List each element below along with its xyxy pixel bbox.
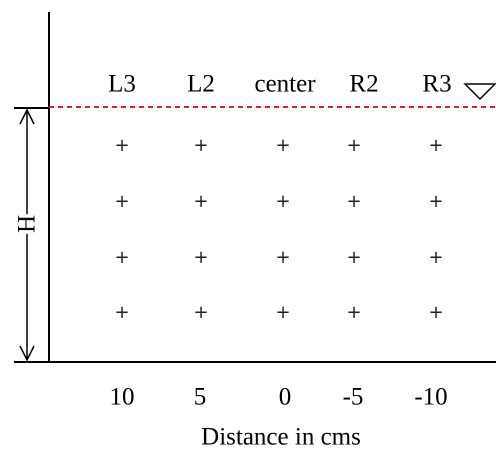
measurement-point: + bbox=[346, 191, 362, 212]
distance-tick-0: 0 bbox=[278, 383, 292, 411]
measurement-point: + bbox=[114, 247, 130, 268]
column-label-r3: R3 bbox=[422, 70, 452, 98]
dimension-arrow-top bbox=[19, 108, 35, 125]
measurement-point: + bbox=[114, 302, 130, 323]
measurement-point: + bbox=[428, 302, 444, 323]
measurement-point: + bbox=[193, 247, 209, 268]
distance-tick-neg10: -10 bbox=[414, 383, 448, 411]
measurement-point: + bbox=[193, 135, 209, 156]
column-label-r2: R2 bbox=[349, 70, 379, 98]
measurement-point: + bbox=[275, 191, 291, 212]
inverted-triangle-icon bbox=[463, 83, 496, 101]
column-label-center: center bbox=[254, 70, 316, 98]
measurement-point: + bbox=[193, 302, 209, 323]
measurement-point: + bbox=[428, 247, 444, 268]
measurement-point: + bbox=[346, 302, 362, 323]
measurement-point: + bbox=[428, 191, 444, 212]
distance-tick-neg5: -5 bbox=[342, 383, 364, 411]
measurement-point: + bbox=[275, 135, 291, 156]
measurement-point: + bbox=[193, 191, 209, 212]
measurement-point: + bbox=[346, 135, 362, 156]
height-label: H bbox=[12, 213, 42, 235]
column-label-l3: L3 bbox=[108, 70, 136, 98]
measurement-point: + bbox=[114, 135, 130, 156]
measurement-point: + bbox=[275, 247, 291, 268]
measurement-point: + bbox=[346, 247, 362, 268]
distance-tick-10: 10 bbox=[109, 383, 135, 411]
measurement-point: + bbox=[428, 135, 444, 156]
column-label-l2: L2 bbox=[187, 70, 215, 98]
dimension-arrow-bottom bbox=[19, 345, 35, 362]
x-axis-title: Distance in cms bbox=[201, 423, 361, 451]
measurement-point: + bbox=[275, 302, 291, 323]
distance-tick-5: 5 bbox=[193, 383, 207, 411]
measurement-point: + bbox=[114, 191, 130, 212]
